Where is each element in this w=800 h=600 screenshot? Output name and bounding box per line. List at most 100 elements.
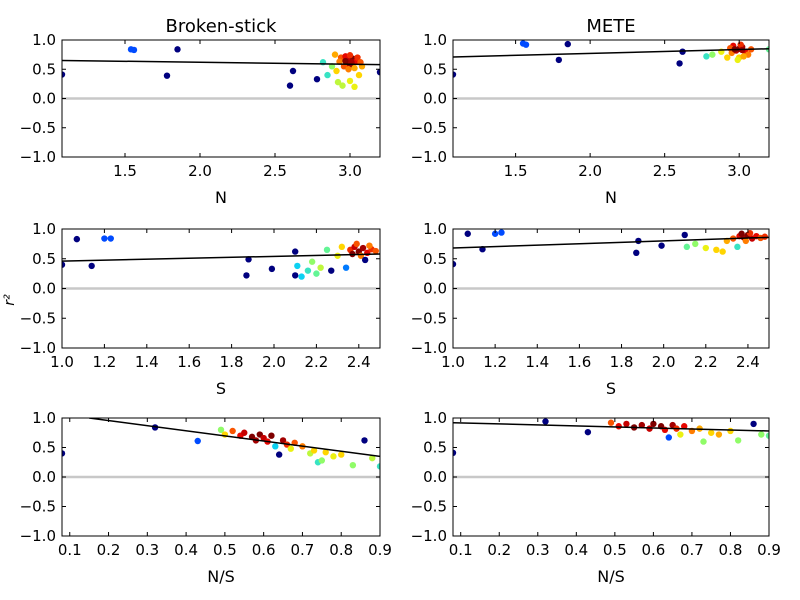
- scatter-point: [703, 53, 710, 60]
- scatter-point: [734, 243, 741, 251]
- scatter-point: [336, 58, 343, 65]
- x-tick-label: 2.4: [347, 353, 371, 371]
- scatter-point: [692, 240, 699, 248]
- x-tick-label: 2.5: [653, 162, 677, 180]
- scatter-point: [677, 431, 684, 438]
- panels: 1.0 0.5 0.0 −0.5 −1.0 1.5 2.0 2.5 3.0 N Broken-sti…: [20, 16, 781, 586]
- scatter-point: [633, 249, 640, 256]
- x-tick-label: 1.8: [610, 353, 634, 371]
- scatter-point: [346, 52, 354, 59]
- y-tick-label: −1.0: [20, 148, 56, 166]
- scatter-point: [742, 237, 750, 245]
- scatter-point: [746, 229, 754, 237]
- scatter-point: [361, 256, 369, 264]
- scatter-point: [491, 230, 499, 237]
- y-tick-label: −1.0: [411, 148, 447, 166]
- scatter-point: [376, 68, 380, 76]
- y-tick-label: 0.5: [423, 439, 447, 457]
- scatter-point: [584, 428, 592, 436]
- scatter-point: [313, 75, 321, 83]
- scatter-point: [279, 437, 287, 444]
- scatter-point: [174, 46, 181, 53]
- scatter-point: [328, 267, 335, 274]
- scatter-point: [229, 427, 236, 435]
- scatter-point: [758, 431, 765, 438]
- scatter-point: [323, 246, 331, 254]
- x-tick-label: 1.2: [92, 353, 116, 371]
- scatter-point: [101, 235, 108, 242]
- scatter-point: [709, 51, 716, 58]
- scatter-point: [683, 243, 691, 251]
- scatter-point: [294, 262, 301, 270]
- scatter-point: [313, 270, 320, 277]
- scatter-point: [702, 244, 709, 252]
- scatter-point: [107, 235, 114, 242]
- scatter-point: [62, 261, 66, 268]
- scatter-point: [681, 423, 688, 430]
- scatter-point: [369, 454, 376, 462]
- scatter-point: [615, 423, 622, 430]
- scatter-point: [740, 53, 747, 60]
- x-tick-label: 0.5: [213, 541, 237, 559]
- scatter-point: [298, 273, 305, 280]
- scatter-point: [272, 443, 279, 450]
- scatter-point: [88, 262, 95, 270]
- y-tick-label: 1.0: [423, 220, 447, 238]
- x-tick-label: 3.0: [727, 162, 751, 180]
- scatter-point: [555, 56, 563, 64]
- y-tick-label: −0.5: [20, 119, 56, 137]
- x-tick-label: 1.4: [525, 353, 549, 371]
- scatter-point: [366, 242, 373, 249]
- scatter-point: [676, 60, 683, 67]
- panel-title: METE: [586, 16, 635, 37]
- fit-line: [453, 236, 769, 249]
- x-tick-label: 0.5: [603, 541, 627, 559]
- x-tick-label: 1.5: [113, 162, 137, 180]
- panel-2: 1.0 0.5 0.0 −0.5 −1.0 1.5 2.0 2.5 3.0 N METE: [411, 16, 770, 207]
- y-tick-label: 1.0: [423, 409, 447, 427]
- scatter-point: [62, 71, 66, 78]
- scatter-point: [345, 66, 352, 73]
- x-tick-label: 2.5: [263, 162, 287, 180]
- scatter-point: [359, 244, 367, 252]
- y-tick-label: 0.0: [423, 468, 447, 486]
- scatter-point: [607, 419, 615, 426]
- panel-4: 1.00.50.0−0.5−1.01.0 1.2 1.4 1.6 1.8 2.0 2.2 2.…: [411, 220, 770, 398]
- scatter-points: [453, 418, 769, 457]
- y-tick-label: 1.0: [32, 31, 56, 49]
- scatter-point: [665, 434, 673, 441]
- scatter-point: [376, 463, 380, 470]
- x-tick-label: 0.8: [329, 541, 353, 559]
- scatter-point: [713, 246, 720, 254]
- scatter-point: [338, 243, 346, 251]
- scatter-point: [453, 449, 457, 457]
- panel-6: 1.0 0.5 0.0 −0.5 −1.00.1 0.2 0.3 0.4 0.5 0.6 0.7 0.…: [411, 409, 781, 586]
- x-tick-label: 1.4: [135, 353, 159, 371]
- scatter-point: [542, 418, 549, 425]
- scatter-point: [292, 272, 299, 279]
- scatter-point: [241, 429, 248, 436]
- scatter-point: [346, 77, 354, 85]
- scatter-point: [372, 247, 379, 255]
- scatter-point: [268, 432, 275, 439]
- x-tick-label: 0.7: [680, 541, 704, 559]
- scatter-point: [724, 54, 731, 61]
- scatter-point: [217, 426, 225, 433]
- scatter-point: [564, 40, 571, 48]
- scatter-point: [331, 51, 339, 58]
- x-tick-label: 0.6: [252, 541, 276, 559]
- y-tick-label: 0.0: [423, 90, 447, 108]
- scatter-point: [318, 457, 326, 464]
- x-tick-label: 0.6: [641, 541, 665, 559]
- scatter-point: [130, 46, 138, 54]
- y-tick-label: −0.5: [411, 309, 447, 327]
- scatter-point: [681, 231, 688, 239]
- scatter-point: [715, 431, 723, 438]
- panel-title: Broken-stick: [166, 16, 277, 37]
- x-tick-label: 2.0: [578, 162, 602, 180]
- scatter-point: [635, 237, 642, 245]
- scatter-point: [333, 67, 340, 75]
- x-tick-label: 0.4: [174, 541, 198, 559]
